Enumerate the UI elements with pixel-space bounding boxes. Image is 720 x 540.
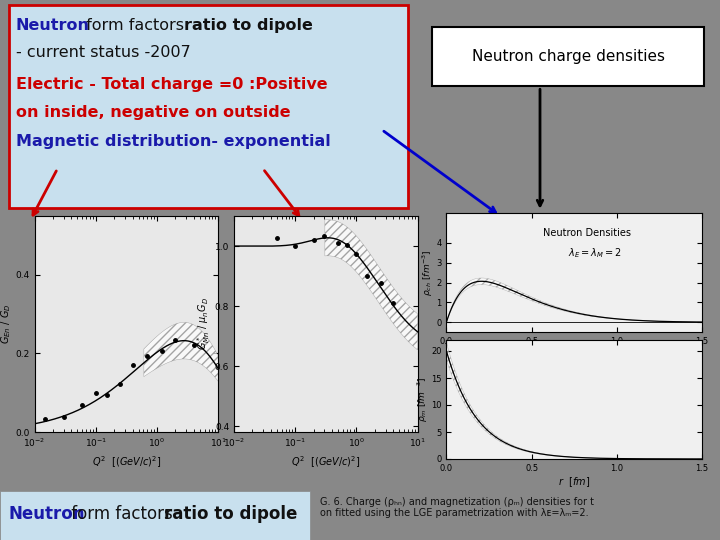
- Text: G. 6. Charge (ρₕₙ) and magnetization (ρₘ) densities for t
on fitted using the LG: G. 6. Charge (ρₕₙ) and magnetization (ρₘ…: [320, 497, 595, 518]
- X-axis label: $r\ \ [fm]$: $r\ \ [fm]$: [558, 476, 590, 489]
- Text: Neutron Densities: Neutron Densities: [543, 227, 631, 238]
- Text: on inside, negative on outside: on inside, negative on outside: [16, 105, 290, 120]
- Text: - current status -2007: - current status -2007: [16, 45, 191, 60]
- Y-axis label: $G_{En}\ /\ G_D$: $G_{En}\ /\ G_D$: [0, 303, 12, 345]
- Text: ratio to dipole: ratio to dipole: [164, 505, 297, 523]
- FancyBboxPatch shape: [9, 5, 408, 208]
- FancyBboxPatch shape: [432, 27, 704, 86]
- Text: Gmn: Gmn: [277, 323, 323, 341]
- Y-axis label: $\rho_{ch}\ [fm^{-3}]$: $\rho_{ch}\ [fm^{-3}]$: [420, 249, 435, 296]
- X-axis label: $Q^2\ \ [(GeV/c)^2]$: $Q^2\ \ [(GeV/c)^2]$: [91, 455, 161, 470]
- Text: Magnetic distribution- exponential: Magnetic distribution- exponential: [16, 134, 330, 149]
- Text: ratio to dipole: ratio to dipole: [184, 18, 312, 33]
- Text: Electric - Total charge =0 :Positive: Electric - Total charge =0 :Positive: [16, 77, 328, 92]
- Text: form factors: form factors: [66, 505, 179, 523]
- Text: $\lambda_E=\lambda_M=2$: $\lambda_E=\lambda_M=2$: [567, 247, 621, 260]
- Y-axis label: $\rho_m\ [fm^{-3}]$: $\rho_m\ [fm^{-3}]$: [415, 377, 430, 422]
- X-axis label: $Q^2\ \ [(GeV/c)^2]$: $Q^2\ \ [(GeV/c)^2]$: [291, 455, 361, 470]
- Text: Gen: Gen: [78, 307, 117, 325]
- Text: Neutron: Neutron: [9, 505, 85, 523]
- Text: Neutron charge densities: Neutron charge densities: [472, 49, 665, 64]
- Text: Neutron: Neutron: [16, 18, 90, 33]
- Y-axis label: $G^*_{Mn}\ /\ \mu_n G_D$: $G^*_{Mn}\ /\ \mu_n G_D$: [195, 298, 212, 350]
- Text: form factors: form factors: [81, 18, 189, 33]
- FancyBboxPatch shape: [0, 491, 310, 540]
